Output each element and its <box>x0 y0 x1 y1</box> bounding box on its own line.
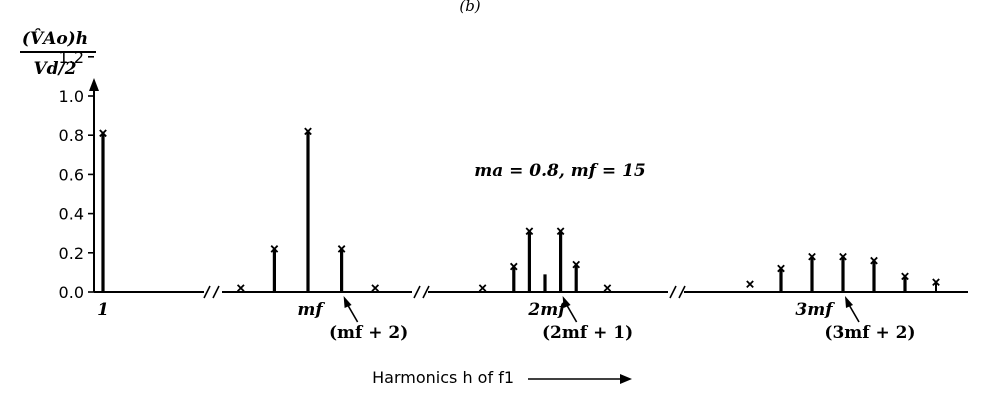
bar-marker-h29 <box>525 227 534 236</box>
x-label-0: 1 <box>97 300 109 320</box>
callout-label-1: (2mf + 1) <box>542 323 633 343</box>
x-label-3: 3mf <box>795 300 835 320</box>
callouts: (mf + 2) (2mf + 1) (3mf + 2) <box>329 296 916 343</box>
bar-marker-h51 <box>901 272 909 281</box>
axis-break-3 <box>669 285 686 299</box>
bar-marker-h49 <box>870 256 878 265</box>
y-tick-label-4: 0.8 <box>59 126 84 145</box>
y-tick-label-3: 0.6 <box>59 165 84 184</box>
y-axis-ticks: 0.0 0.2 0.4 0.6 0.8 1.0 1.2 <box>59 48 94 302</box>
bar-marker-h47 <box>839 252 847 261</box>
x-axis-title-arrowhead <box>620 374 632 384</box>
x-label-2: 2mf <box>527 300 568 320</box>
callout-arrowhead-1 <box>562 296 571 308</box>
y-tick-label-0: 0.0 <box>59 283 84 302</box>
y-axis-label-denominator: Vd/2 <box>33 59 76 79</box>
callout-arrowhead-2 <box>845 296 853 308</box>
axis-break-2 <box>413 285 430 299</box>
axes <box>89 78 968 299</box>
bar-marker-h19 <box>371 284 380 292</box>
x-axis-labels: 1 mf 2mf 3mf <box>97 300 835 320</box>
y-tick-label-1: 0.2 <box>59 244 84 263</box>
bar-marker-h28 <box>509 262 518 271</box>
axis-break-1 <box>203 285 220 299</box>
y-tick-label-2: 0.4 <box>59 205 84 224</box>
bar-marker-h34 <box>603 284 612 292</box>
bar-marker-h13 <box>270 245 279 253</box>
y-axis-arrowhead <box>89 78 99 91</box>
chart-annotation: ma = 0.8, mf = 15 <box>474 161 646 181</box>
callout-arrowhead-0 <box>343 296 352 308</box>
x-label-1: mf <box>297 300 325 320</box>
y-axis-label: (V̂Ao)h Vd/2 <box>20 29 96 79</box>
axis-break-marks <box>203 285 686 299</box>
x-axis-title-text: Harmonics h of f1 <box>372 368 514 387</box>
bar-marker-h41 <box>746 280 754 288</box>
callout-label-0: (mf + 2) <box>329 323 408 343</box>
bar-marker-h15 <box>304 127 312 136</box>
bar-marker-h31 <box>556 227 565 236</box>
bar-marker-h11 <box>236 284 245 292</box>
bar-marker-h53 <box>932 278 940 287</box>
y-tick-label-6: 1.2 <box>59 48 84 67</box>
callout-label-2: (3mf + 2) <box>824 323 915 343</box>
top-caption: (b) <box>459 0 480 15</box>
x-axis-title: Harmonics h of f1 <box>372 368 632 387</box>
bar-marker-h45 <box>808 252 816 261</box>
bar-marker-h32 <box>572 260 581 269</box>
spectrum-bars <box>99 127 940 292</box>
bar-marker-h1 <box>99 129 107 138</box>
bar-marker-h43 <box>777 264 785 273</box>
y-tick-label-5: 1.0 <box>59 87 84 106</box>
bar-marker-h26 <box>478 284 487 292</box>
bar-marker-h17 <box>337 245 346 253</box>
y-axis-label-numerator: (V̂Ao)h <box>22 29 88 49</box>
